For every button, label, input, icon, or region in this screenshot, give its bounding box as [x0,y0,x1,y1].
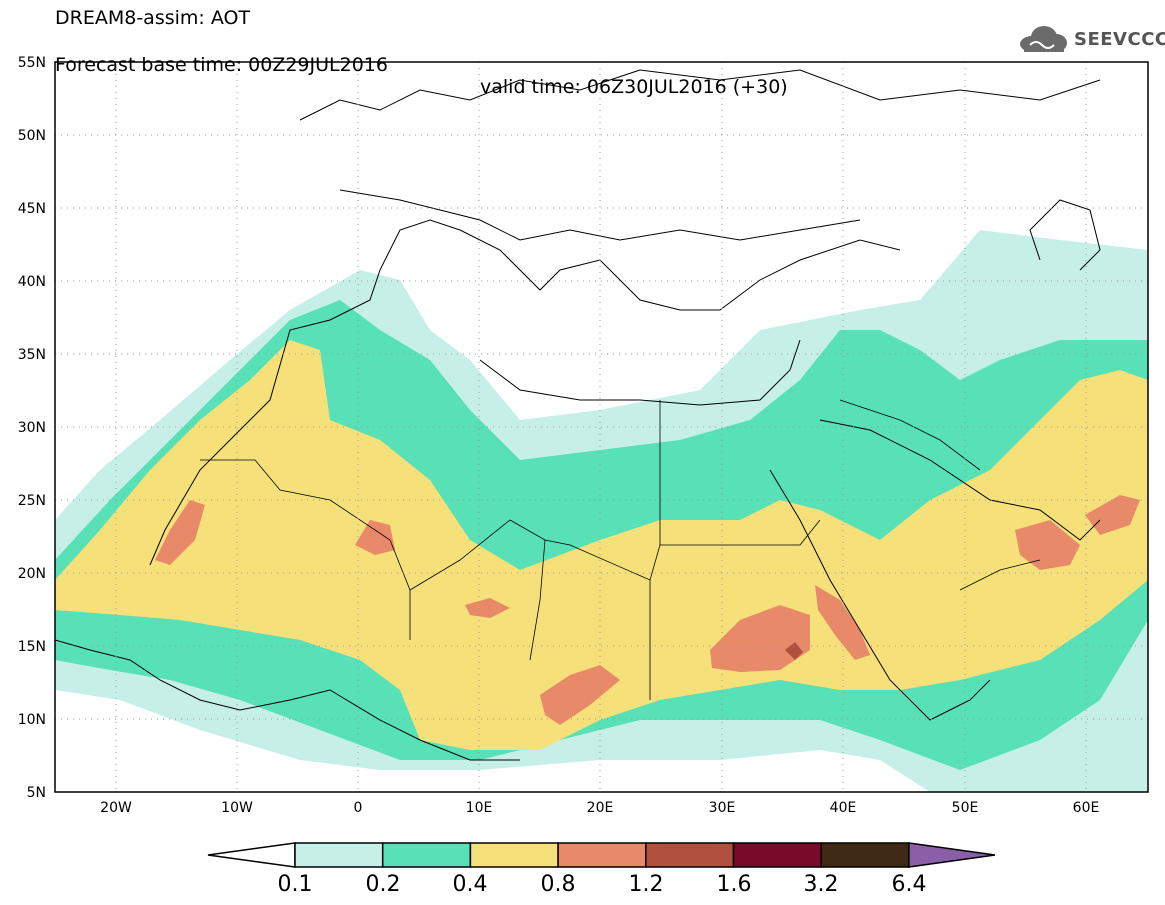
colorbar-arrow-low [207,842,296,868]
colorbar-cell [645,842,735,868]
country-borders [200,399,1041,700]
colorbar-cell [294,842,384,868]
aot-patch-0.8-e [710,605,810,672]
lat-tick: 25N [17,493,46,509]
lon-tick: 40E [829,800,857,816]
colorbar-label: 3.2 [803,872,839,897]
colorbar-label: 1.6 [716,872,752,897]
lat-tick: 40N [17,274,46,290]
colorbar-cell [820,842,910,868]
aot-patch-0.8-h [1085,495,1140,535]
gridlines [55,62,1148,792]
colorbar-label: 1.2 [628,872,664,897]
colorbar-label: 0.2 [365,872,401,897]
lon-tick: 0 [353,800,363,816]
base-time: Forecast base time: 00Z29JUL2016 [55,54,388,76]
colorbar-cell [469,842,559,868]
lat-tick: 50N [17,128,46,144]
aot-patch-1.2 [785,642,803,660]
lat-tick: 55N [17,55,46,71]
map-title: DREAM8-assim: AOT [55,7,251,29]
cloud-icon [1020,26,1067,52]
aot-patch-0.8-f [815,585,870,660]
logo-text: SEEVCCC [1074,29,1165,50]
colorbar-cell [381,842,472,868]
seevccc-logo: SEEVCCC [1018,24,1165,54]
coastlines [55,69,1101,761]
lat-tick: 45N [17,201,46,217]
lat-tick: 5N [26,785,46,801]
colorbar-label: 0.1 [277,872,313,897]
aot-patch-0.8-g [1015,520,1080,570]
lon-tick: 20E [586,800,614,816]
aot-patch-0.8-b [355,520,395,555]
lat-tick: 35N [17,347,46,363]
lon-tick: 20W [100,800,132,816]
map-frame [54,61,1149,793]
colorbar-cell [557,842,647,868]
colorbar-label: 0.4 [452,872,488,897]
colorbar-cell [732,842,822,868]
colorbar-arrow-high [908,842,996,868]
lat-tick: 10N [17,712,46,728]
aot-patch-0.8-a [155,500,205,565]
aot-patch-0.8-c [465,598,510,618]
lon-tick: 10W [221,800,253,816]
lat-tick: 20N [17,566,46,582]
colorbar-label: 6.4 [891,872,927,897]
lat-tick: 30N [17,420,46,436]
lon-tick: 60E [1072,800,1100,816]
lat-tick: 15N [17,639,46,655]
lon-tick: 50E [951,800,979,816]
colorbar-label: 0.8 [540,872,576,897]
lon-tick: 10E [465,800,493,816]
lon-tick: 30E [708,800,736,816]
aot-band-0.4 [55,340,1148,750]
